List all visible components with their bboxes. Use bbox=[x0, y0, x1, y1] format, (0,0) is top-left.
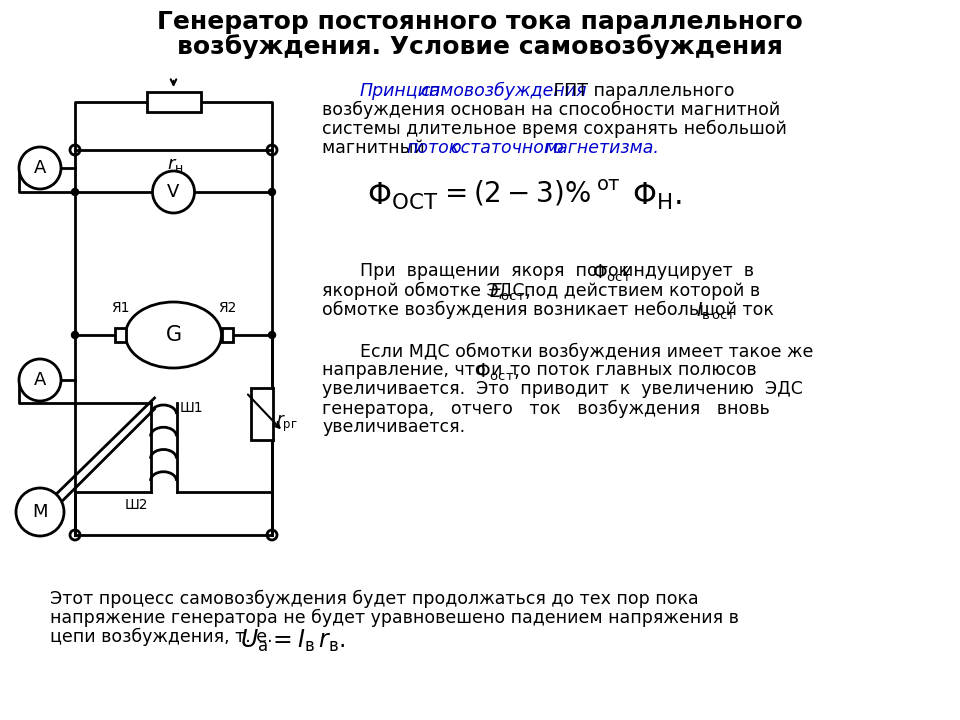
Text: M: M bbox=[33, 503, 48, 521]
Text: Я2: Я2 bbox=[218, 301, 236, 315]
Text: $\Phi_\mathrm{ОСТ}$: $\Phi_\mathrm{ОСТ}$ bbox=[367, 181, 438, 212]
Text: A: A bbox=[34, 371, 46, 389]
Text: магнитный: магнитный bbox=[322, 139, 430, 157]
Text: обмотке возбуждения возникает небольшой ток: обмотке возбуждения возникает небольшой … bbox=[322, 300, 774, 319]
Text: При  вращении  якоря  поток: При вращении якоря поток bbox=[360, 263, 629, 281]
Text: $I_\mathrm{в\,ост}$: $I_\mathrm{в\,ост}$ bbox=[696, 300, 736, 322]
Text: самовозбуждения: самовозбуждения bbox=[420, 82, 587, 100]
Text: $U_\mathrm{а} = I_\mathrm{в}\,r_\mathrm{в}.$: $U_\mathrm{а} = I_\mathrm{в}\,r_\mathrm{… bbox=[240, 628, 346, 654]
Text: под действием которой в: под действием которой в bbox=[524, 282, 760, 300]
Text: $r_\mathsf{рг}$: $r_\mathsf{рг}$ bbox=[276, 413, 298, 434]
Text: цепи возбуждения, т. е.: цепи возбуждения, т. е. bbox=[50, 628, 273, 647]
Text: $E_\mathrm{ост}$,: $E_\mathrm{ост}$, bbox=[489, 282, 531, 303]
Text: $r_\mathsf{н}$: $r_\mathsf{н}$ bbox=[167, 156, 183, 174]
Text: магнетизма.: магнетизма. bbox=[544, 139, 659, 157]
Text: V: V bbox=[167, 183, 180, 201]
Bar bbox=[251, 387, 273, 439]
Text: $\Phi_\mathrm{Н}.$: $\Phi_\mathrm{Н}.$ bbox=[632, 181, 682, 212]
Circle shape bbox=[16, 488, 64, 536]
Text: поток: поток bbox=[406, 139, 459, 157]
Text: остаточного: остаточного bbox=[450, 139, 564, 157]
Circle shape bbox=[71, 331, 79, 338]
Text: Принцип: Принцип bbox=[360, 82, 442, 100]
Circle shape bbox=[19, 359, 61, 401]
Text: индуцирует  в: индуцирует в bbox=[622, 263, 754, 281]
Text: то поток главных полюсов: то поток главных полюсов bbox=[510, 361, 756, 379]
Circle shape bbox=[269, 189, 276, 196]
Text: $\Phi_\mathrm{ост}$,: $\Phi_\mathrm{ост}$, bbox=[475, 361, 519, 382]
Text: якорной обмотке ЭДС: якорной обмотке ЭДС bbox=[322, 282, 524, 300]
Circle shape bbox=[153, 171, 195, 213]
Text: A: A bbox=[34, 159, 46, 177]
Ellipse shape bbox=[126, 302, 222, 368]
Text: $\Phi_\mathrm{ост}$: $\Phi_\mathrm{ост}$ bbox=[592, 263, 632, 284]
Text: Ш2: Ш2 bbox=[125, 498, 149, 512]
Circle shape bbox=[19, 147, 61, 189]
Text: возбуждения. Условие самовозбуждения: возбуждения. Условие самовозбуждения bbox=[177, 34, 783, 59]
Text: Я1: Я1 bbox=[110, 301, 130, 315]
Text: возбуждения основан на способности магнитной: возбуждения основан на способности магни… bbox=[322, 101, 780, 120]
Text: генератора,   отчего   ток   возбуждения   вновь: генератора, отчего ток возбуждения вновь bbox=[322, 400, 770, 418]
Text: напряжение генератора не будет уравновешено падением напряжения в: напряжение генератора не будет уравновеш… bbox=[50, 609, 739, 627]
Text: системы длительное время сохранять небольшой: системы длительное время сохранять небол… bbox=[322, 120, 787, 138]
Circle shape bbox=[71, 189, 79, 196]
Text: $= (2 - 3)\%$: $= (2 - 3)\%$ bbox=[439, 179, 590, 208]
Text: Ш1: Ш1 bbox=[180, 401, 204, 415]
Bar bbox=[222, 328, 232, 342]
Text: Если МДС обмотки возбуждения имеет такое же: Если МДС обмотки возбуждения имеет такое… bbox=[360, 342, 813, 361]
Circle shape bbox=[269, 331, 276, 338]
Text: ГПТ параллельного: ГПТ параллельного bbox=[548, 82, 734, 100]
Bar bbox=[147, 92, 201, 112]
Text: Генератор постоянного тока параллельного: Генератор постоянного тока параллельного bbox=[157, 10, 803, 34]
Text: направление, что и: направление, что и bbox=[322, 361, 502, 379]
Text: увеличивается.: увеличивается. bbox=[322, 418, 466, 436]
Bar bbox=[114, 328, 126, 342]
Text: от: от bbox=[597, 175, 620, 194]
Text: G: G bbox=[165, 325, 181, 345]
Text: увеличивается.  Это  приводит  к  увеличению  ЭДС: увеличивается. Это приводит к увеличению… bbox=[322, 380, 803, 398]
Text: Этот процесс самовозбуждения будет продолжаться до тех пор пока: Этот процесс самовозбуждения будет продо… bbox=[50, 590, 699, 608]
